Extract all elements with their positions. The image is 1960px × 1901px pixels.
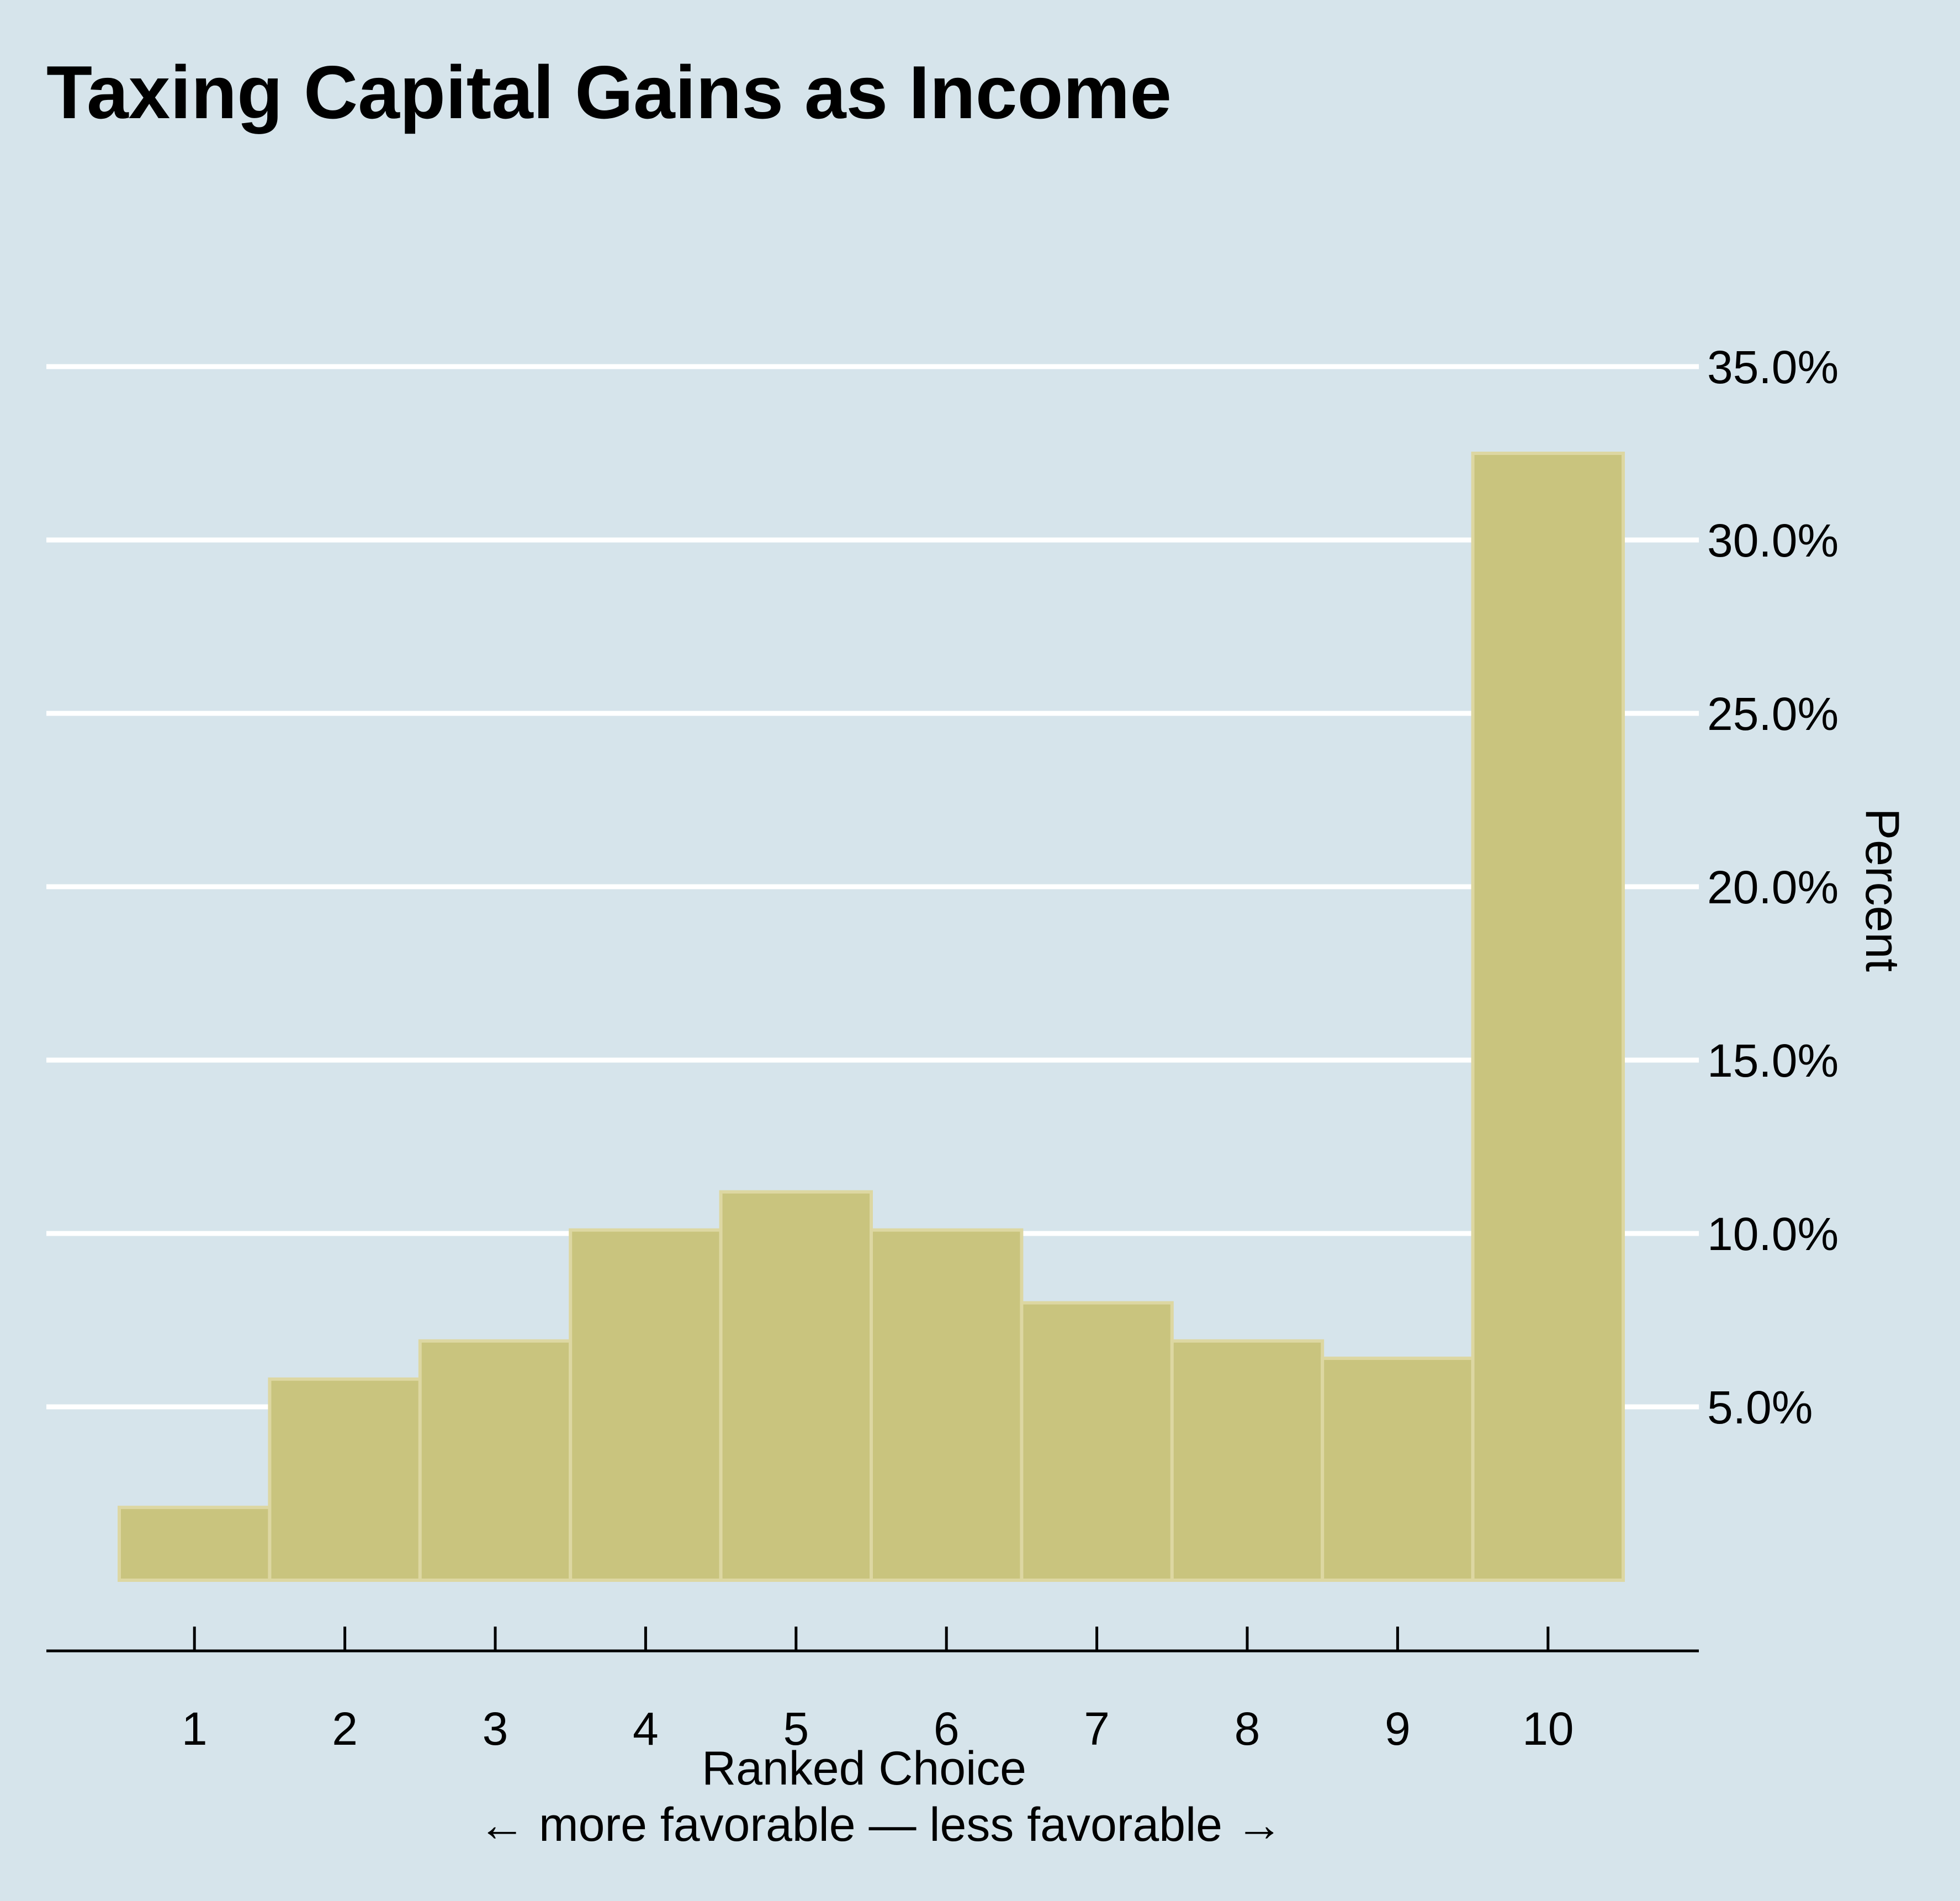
x-tick-label: 9 — [1385, 1703, 1411, 1755]
x-axis-label: Ranked Choice — [702, 1742, 1026, 1795]
x-tick-label: 6 — [934, 1703, 960, 1755]
x-axis-note: ← more favorable — less favorable → — [478, 1798, 1283, 1851]
bar — [118, 1506, 272, 1582]
y-tick-label: 10.0% — [1707, 1208, 1839, 1260]
x-tick-label: 7 — [1084, 1703, 1110, 1755]
x-tick-label: 5 — [783, 1703, 809, 1755]
gridlines — [46, 364, 1699, 1410]
bar — [1020, 1301, 1174, 1582]
y-axis-label: Percent — [1856, 808, 1909, 972]
x-tick-label: 4 — [633, 1703, 659, 1755]
bar — [719, 1190, 873, 1582]
x-tick-label: 1 — [182, 1703, 208, 1755]
bars — [118, 452, 1625, 1582]
x-tick-label: 2 — [332, 1703, 358, 1755]
y-tick-label: 15.0% — [1707, 1035, 1839, 1087]
bar — [1471, 452, 1625, 1582]
y-tick-label: 30.0% — [1707, 515, 1839, 566]
bar — [1321, 1357, 1475, 1582]
y-tick-label: 20.0% — [1707, 861, 1839, 913]
y-tick-label: 25.0% — [1707, 688, 1839, 740]
bar — [268, 1377, 422, 1582]
x-tick-label: 8 — [1235, 1703, 1260, 1755]
bar — [418, 1339, 573, 1582]
bar — [1170, 1339, 1325, 1582]
x-ticks: 1 2 3 4 5 6 7 8 9 10 — [182, 1627, 1574, 1755]
x-tick-label: 3 — [483, 1703, 508, 1755]
y-tick-label: 5.0% — [1707, 1381, 1813, 1433]
bar — [870, 1228, 1024, 1582]
chart-title: Taxing Capital Gains as Income — [46, 50, 1172, 134]
x-tick-label: 10 — [1522, 1703, 1574, 1755]
y-tick-labels: 5.0% 10.0% 15.0% 20.0% 25.0% 30.0% 35.0% — [1707, 341, 1839, 1433]
bar — [569, 1228, 723, 1582]
y-tick-label: 35.0% — [1707, 341, 1839, 393]
